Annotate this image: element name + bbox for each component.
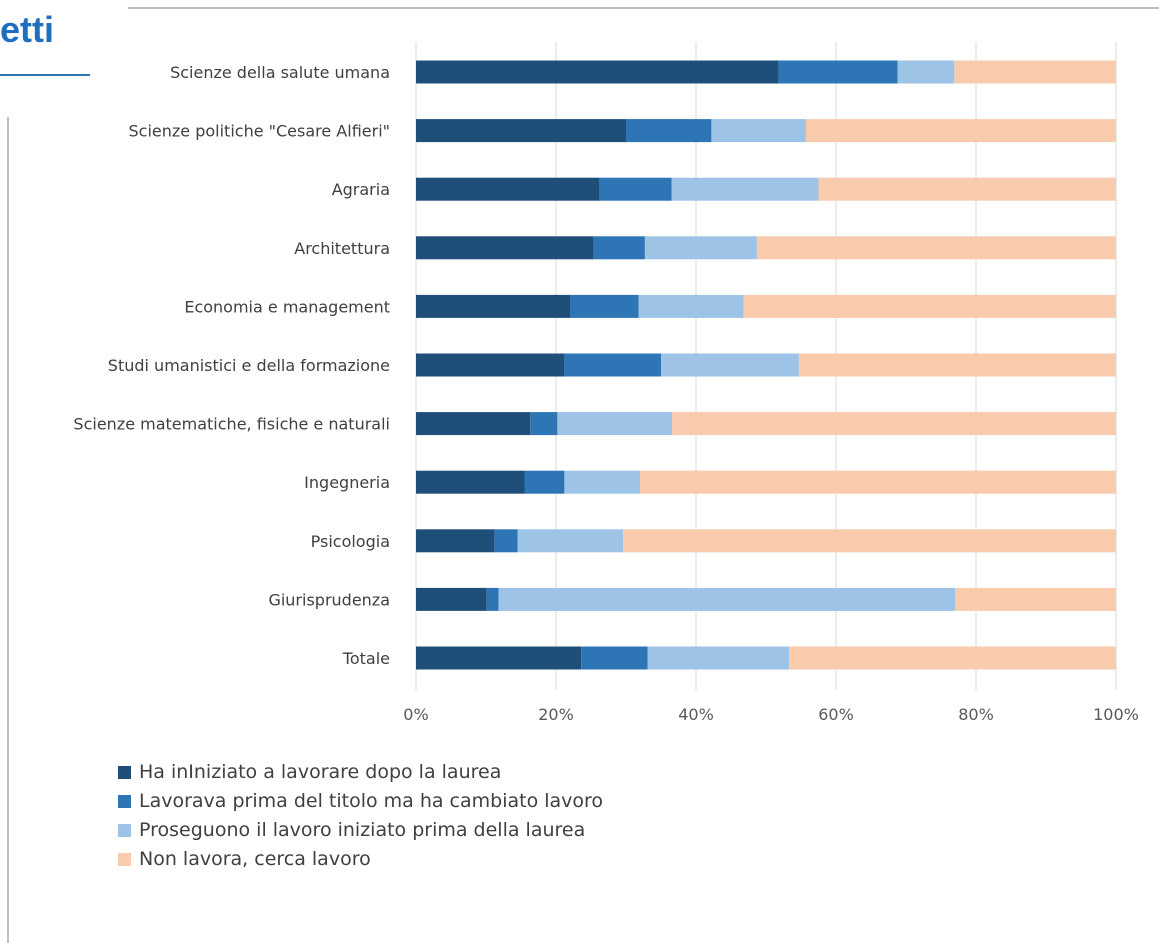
x-tick-label: 0% <box>403 705 428 724</box>
bar-segment <box>805 119 1116 143</box>
category-label: Totale <box>342 649 390 668</box>
stacked-bar-chart: Scienze della salute umana Scienze politi… <box>73 42 1139 724</box>
bar-segment <box>711 119 806 143</box>
bar-segment <box>756 236 1116 260</box>
bar-segment <box>416 177 600 201</box>
slide-title: etti <box>0 9 54 50</box>
bar-segment <box>818 177 1116 201</box>
bar-segment <box>789 646 1116 670</box>
bar-segment <box>416 470 525 494</box>
x-tick-label: 100% <box>1093 705 1139 724</box>
bar-segment <box>517 529 624 553</box>
bar-segment <box>640 470 1116 494</box>
legend-label: Non lavora, cerca lavoro <box>139 848 371 870</box>
legend-label: Proseguono il lavoro iniziato prima dell… <box>139 819 586 841</box>
bar-segment <box>416 60 779 84</box>
bar-segment <box>599 177 672 201</box>
bar-segment <box>743 294 1116 318</box>
bar-segment <box>955 587 1116 611</box>
legend-item: Non lavora, cerca lavoro <box>118 845 603 873</box>
category-label: Giurisprudenza <box>268 590 390 609</box>
bar-segment <box>416 294 570 318</box>
bar-segment <box>593 236 645 260</box>
category-label: Scienze politiche "Cesare Alfieri" <box>129 122 391 141</box>
legend: Ha inIniziato a lavorare dopo la laurea L… <box>118 758 603 874</box>
bar-segment <box>494 529 518 553</box>
bar-segment <box>416 353 565 377</box>
bar-segment <box>416 119 626 143</box>
bar-segment <box>623 529 1116 553</box>
legend-item: Ha inIniziato a lavorare dopo la laurea <box>118 758 603 786</box>
bar-segment <box>638 294 744 318</box>
category-labels: Scienze della salute umana Scienze politi… <box>73 63 390 668</box>
title-underline <box>0 74 90 76</box>
legend-swatch <box>118 852 131 866</box>
x-tick-labels: 0% 20% 40% 60% 80% 100% <box>403 705 1139 724</box>
bar-segment <box>564 470 640 494</box>
x-tick-label: 80% <box>958 705 994 724</box>
bar-segment <box>524 470 565 494</box>
bar-segment <box>416 529 495 553</box>
legend-item: Proseguono il lavoro iniziato prima dell… <box>118 816 603 844</box>
legend-label: Lavorava prima del titolo ma ha cambiato… <box>139 790 604 812</box>
bar-segment <box>644 236 757 260</box>
bar-segment <box>564 353 661 377</box>
legend-label: Ha inIniziato a lavorare dopo la laurea <box>139 761 502 783</box>
category-label: Studi umanistici e della formazione <box>108 356 390 375</box>
category-label: Scienze matematiche, fisiche e naturali <box>73 415 390 434</box>
legend-swatch <box>118 823 131 837</box>
bar-segment <box>778 60 898 84</box>
x-tick-label: 60% <box>818 705 854 724</box>
bar-segment <box>581 646 648 670</box>
category-label: Economia e management <box>184 297 390 316</box>
bar-segment <box>671 177 819 201</box>
legend-item: Lavorava prima del titolo ma ha cambiato… <box>118 787 603 815</box>
x-tick-label: 40% <box>678 705 714 724</box>
bar-segment <box>486 587 499 611</box>
category-label: Architettura <box>294 239 390 258</box>
bar-segment <box>498 587 955 611</box>
legend-swatch <box>118 765 131 779</box>
bar-segment <box>626 119 712 143</box>
bar-segment <box>416 236 594 260</box>
category-label: Scienze della salute umana <box>170 63 390 82</box>
bar-segment <box>647 646 790 670</box>
bar-segment <box>557 412 673 436</box>
bar-segment <box>416 587 487 611</box>
bar-segment <box>661 353 799 377</box>
bar-segment <box>798 353 1116 377</box>
bar-segment <box>672 412 1116 436</box>
category-label: Psicologia <box>311 532 390 551</box>
bar-segment <box>530 412 558 436</box>
top-divider <box>128 7 1159 9</box>
bar-segment <box>897 60 955 84</box>
category-label: Agraria <box>332 180 390 199</box>
bars <box>416 60 1116 670</box>
category-label: Ingegneria <box>304 473 390 492</box>
left-divider <box>7 117 9 943</box>
bar-segment <box>570 294 639 318</box>
x-tick-label: 20% <box>538 705 574 724</box>
legend-swatch <box>118 794 131 808</box>
bar-segment <box>416 646 582 670</box>
bar-segment <box>416 412 531 436</box>
bar-segment <box>954 60 1116 84</box>
